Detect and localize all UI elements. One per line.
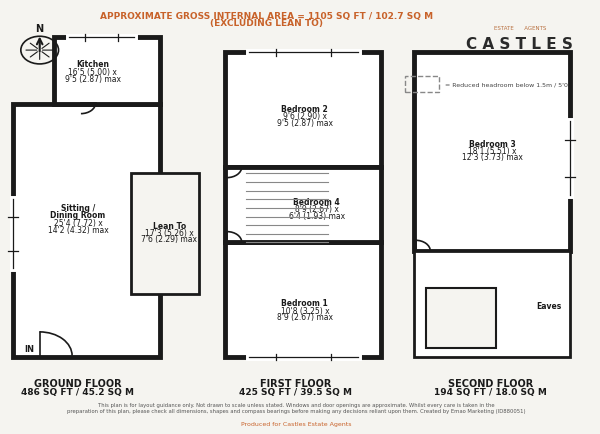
Text: Produced for Castles Estate Agents: Produced for Castles Estate Agents xyxy=(241,421,351,426)
FancyBboxPatch shape xyxy=(13,105,160,357)
Text: 12'3 (3.73) max: 12'3 (3.73) max xyxy=(462,153,523,162)
Text: C A S T L E S: C A S T L E S xyxy=(466,37,574,52)
Text: Bedroom 3: Bedroom 3 xyxy=(469,139,515,148)
Text: 486 SQ FT / 45.2 SQ M: 486 SQ FT / 45.2 SQ M xyxy=(22,387,134,396)
Text: Dining Room: Dining Room xyxy=(50,210,106,219)
Text: 6'4 (1.93) max: 6'4 (1.93) max xyxy=(289,211,344,220)
FancyBboxPatch shape xyxy=(225,243,382,357)
Text: 25'4 (7.72) x: 25'4 (7.72) x xyxy=(53,219,103,228)
FancyBboxPatch shape xyxy=(425,288,496,349)
Text: 8'9 (2.67) max: 8'9 (2.67) max xyxy=(277,312,333,322)
Text: Bedroom 2: Bedroom 2 xyxy=(281,105,328,114)
Text: IN: IN xyxy=(25,344,35,353)
Text: 9'5 (2.87) max: 9'5 (2.87) max xyxy=(65,75,121,83)
Text: = Reduced headroom below 1.5m / 5'0: = Reduced headroom below 1.5m / 5'0 xyxy=(445,82,568,87)
FancyBboxPatch shape xyxy=(414,251,570,357)
Text: Bedroom 1: Bedroom 1 xyxy=(281,299,328,308)
Text: 194 SQ FT / 18.0 SQ M: 194 SQ FT / 18.0 SQ M xyxy=(434,387,547,396)
Text: This plan is for layout guidance only. Not drawn to scale unless stated. Windows: This plan is for layout guidance only. N… xyxy=(67,402,526,414)
Text: 16'5 (5.00) x: 16'5 (5.00) x xyxy=(68,68,117,77)
Text: APPROXIMATE GROSS INTERNAL AREA = 1105 SQ FT / 102.7 SQ M: APPROXIMATE GROSS INTERNAL AREA = 1105 S… xyxy=(100,12,433,21)
FancyBboxPatch shape xyxy=(414,53,570,251)
Text: N: N xyxy=(35,23,44,33)
Text: (EXCLUDING LEAN TO): (EXCLUDING LEAN TO) xyxy=(210,20,323,28)
Text: Sitting /: Sitting / xyxy=(61,204,95,213)
FancyBboxPatch shape xyxy=(55,38,160,105)
Text: Kitchen: Kitchen xyxy=(76,59,109,69)
Text: Eaves: Eaves xyxy=(537,301,562,310)
FancyBboxPatch shape xyxy=(225,53,382,168)
Text: ESTATE      AGENTS: ESTATE AGENTS xyxy=(494,26,546,31)
Text: 7'6 (2.29) max: 7'6 (2.29) max xyxy=(142,235,197,244)
Text: GROUND FLOOR: GROUND FLOOR xyxy=(34,378,122,388)
Text: 14'2 (4.32) max: 14'2 (4.32) max xyxy=(47,225,109,234)
Text: 17'3 (5.26) x: 17'3 (5.26) x xyxy=(145,228,194,237)
Text: Bedroom 4: Bedroom 4 xyxy=(293,197,340,207)
FancyBboxPatch shape xyxy=(131,174,199,295)
Text: 9'6 (2.90) x: 9'6 (2.90) x xyxy=(283,112,327,121)
Text: 425 SQ FT / 39.5 SQ M: 425 SQ FT / 39.5 SQ M xyxy=(239,387,352,396)
Text: 8'9 (2.67) x: 8'9 (2.67) x xyxy=(295,205,338,214)
Text: 10'8 (3.25) x: 10'8 (3.25) x xyxy=(281,306,329,315)
FancyBboxPatch shape xyxy=(225,168,382,243)
Text: FIRST FLOOR: FIRST FLOOR xyxy=(260,378,332,388)
Text: 9'5 (2.87) max: 9'5 (2.87) max xyxy=(277,118,333,128)
Text: SECOND FLOOR: SECOND FLOOR xyxy=(448,378,533,388)
Text: 18'1 (5.51) x: 18'1 (5.51) x xyxy=(468,147,517,155)
Text: Lean To: Lean To xyxy=(152,221,186,230)
